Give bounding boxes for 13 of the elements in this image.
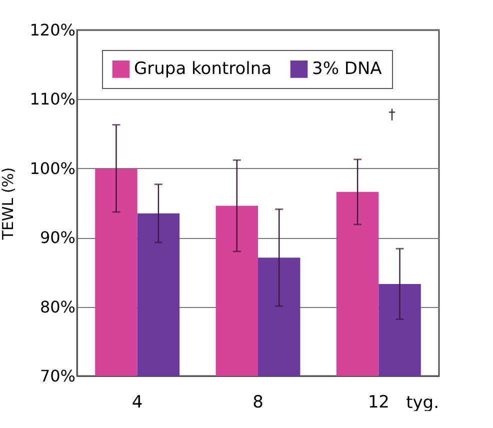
x-tick-label: 12 [368, 392, 390, 412]
y-tick-label: 90% [40, 228, 76, 248]
y-tick-label: 110% [30, 90, 76, 109]
x-tick-label: 4 [132, 392, 143, 412]
y-axis-title: TEWL (%) [0, 167, 17, 241]
x-tick-label: 8 [252, 392, 264, 412]
legend-label: 3% DNA [312, 59, 382, 80]
y-tick-label: 80% [40, 297, 76, 316]
y-tick-label: 70% [40, 366, 76, 386]
y-tick-label: 100% [30, 158, 76, 178]
annotation: † [388, 107, 396, 123]
legend-label: Grupa kontrolna [134, 59, 272, 80]
y-tick-label: 120% [30, 20, 76, 40]
